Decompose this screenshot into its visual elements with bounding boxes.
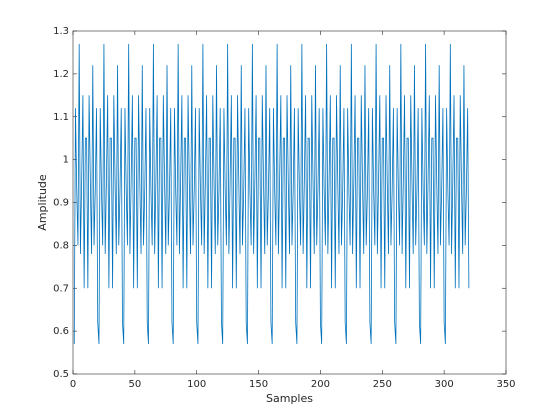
- y-tick-label: 1.1: [53, 112, 69, 123]
- x-tick-label: 150: [249, 379, 268, 390]
- x-tick-label: 0: [70, 379, 76, 390]
- x-tick-label: 50: [128, 379, 141, 390]
- x-tick-label: 300: [435, 379, 454, 390]
- y-tick-label: 1: [63, 155, 69, 166]
- x-axis-label: Samples: [266, 392, 313, 405]
- x-tick-label: 350: [496, 379, 515, 390]
- y-tick-label: 1.2: [53, 69, 69, 80]
- x-tick-label: 250: [373, 379, 392, 390]
- x-tick-label: 100: [187, 379, 206, 390]
- y-tick-label: 0.5: [53, 369, 69, 380]
- y-tick-label: 1.3: [53, 26, 69, 37]
- x-tick-label: 200: [311, 379, 330, 390]
- y-tick-label: 0.8: [53, 240, 69, 251]
- y-axis-label: Amplitude: [36, 174, 49, 231]
- y-tick-label: 0.7: [53, 283, 69, 294]
- y-tick-label: 0.9: [53, 198, 69, 209]
- data-line: [73, 43, 470, 345]
- y-tick-label: 0.6: [53, 326, 69, 337]
